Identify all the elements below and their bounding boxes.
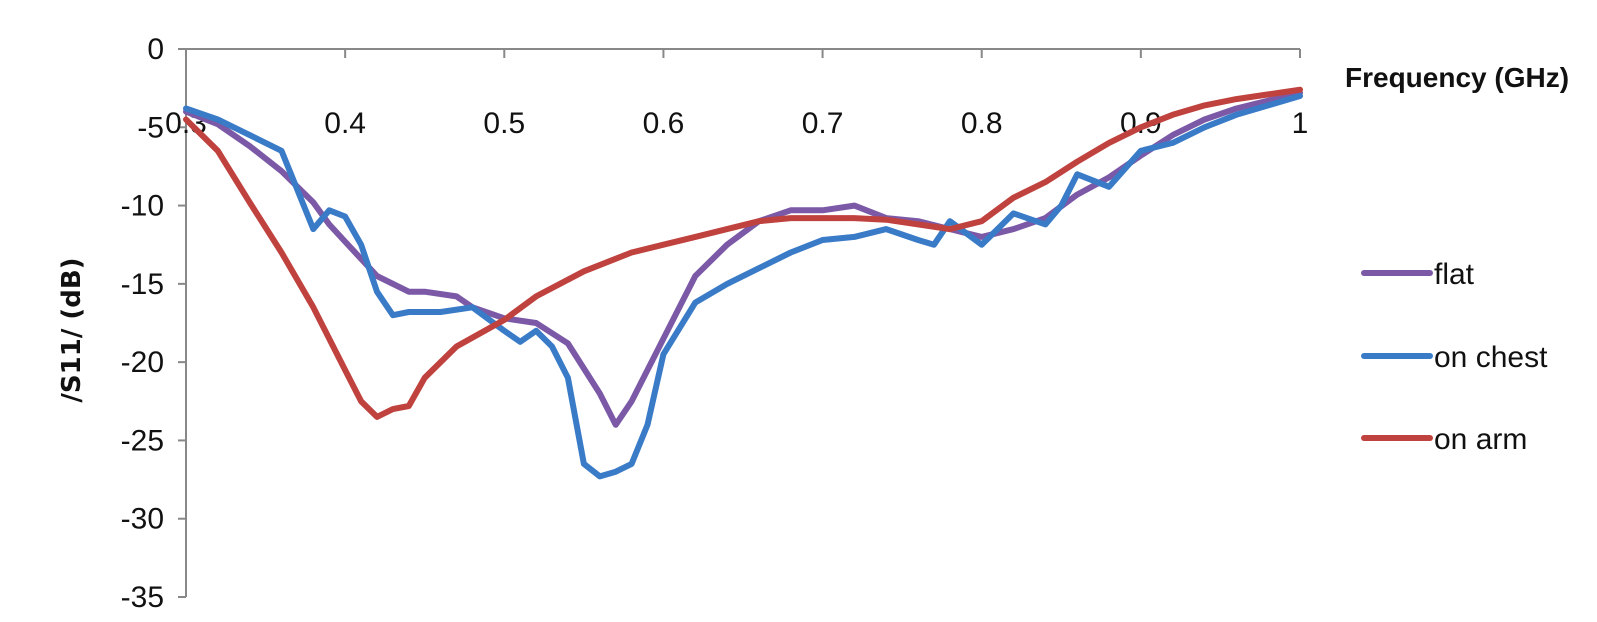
y-tick-label: -10 <box>121 190 164 223</box>
y-tick-label: -25 <box>121 424 164 457</box>
series-line-on-arm <box>183 86 1303 420</box>
x-tick-label: 0.7 <box>802 107 844 140</box>
x-axis-title: Frequency (GHz) <box>1345 62 1569 93</box>
y-axis-title: /S11/ (dB) <box>57 257 87 402</box>
x-tick-label: 0.8 <box>961 107 1003 140</box>
y-tick-label: -15 <box>121 268 164 301</box>
axes <box>185 48 1300 597</box>
y-tick-label: -20 <box>121 346 164 379</box>
y-tick-label: -35 <box>121 581 164 614</box>
series-line-on-chest <box>183 93 1303 480</box>
y-tick-label: 0 <box>147 33 164 66</box>
legend-label: flat <box>1434 258 1475 291</box>
x-tick-label: 0.4 <box>324 107 366 140</box>
x-tick-label: 0.5 <box>483 107 525 140</box>
legend-label: on arm <box>1434 423 1527 456</box>
x-tick-label: 1 <box>1292 107 1309 140</box>
legend-label: on chest <box>1434 341 1548 374</box>
y-tick-label: -30 <box>121 503 164 536</box>
y-axis-ticks: 0 -5 -10 -15 -20 -25 -30 -35 <box>121 33 186 614</box>
x-tick-label: 0.6 <box>643 107 685 140</box>
series-lines <box>183 86 1303 480</box>
y-tick-label: -5 <box>137 111 164 144</box>
series-line-flat <box>183 89 1303 428</box>
legend: flat on chest on arm <box>1361 258 1548 456</box>
